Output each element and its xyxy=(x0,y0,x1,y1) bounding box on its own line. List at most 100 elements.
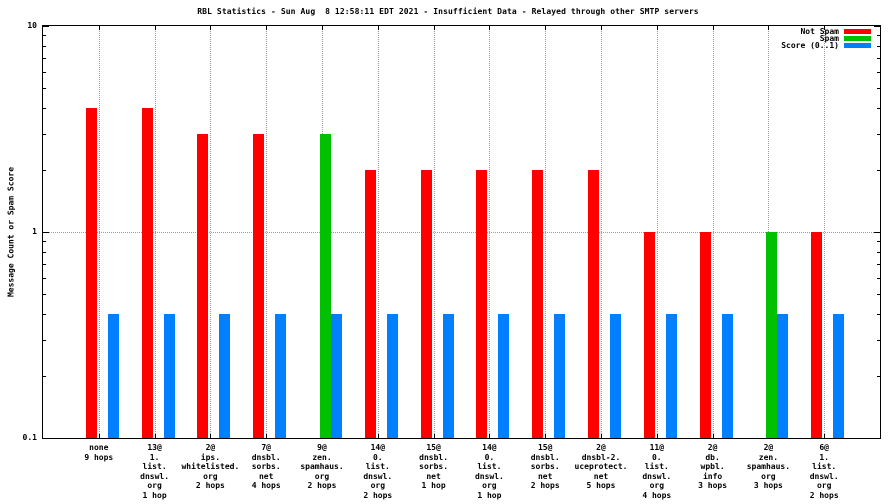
bar-spam xyxy=(320,133,331,438)
legend: Not Spam Spam Score (0..1) xyxy=(781,27,871,50)
y-minor-tick xyxy=(877,35,880,37)
y-minor-tick xyxy=(877,251,880,253)
bar-not-spam xyxy=(141,107,153,438)
legend-swatch-score-0-1 xyxy=(844,43,871,48)
x-tick-bottom xyxy=(266,434,268,438)
x-tick-bottom xyxy=(545,434,547,438)
y-minor-tick xyxy=(43,133,46,135)
bar-not-spam xyxy=(253,133,265,438)
legend-label: Not Spam xyxy=(800,27,839,36)
bar-not-spam xyxy=(197,133,209,438)
legend-swatch-spam xyxy=(844,36,871,41)
x-category-label: none 9 hops xyxy=(84,443,114,462)
x-category-label: 2@ dnsbl-2. uceprotect. net 5 hops xyxy=(574,443,628,490)
x-tick-top xyxy=(322,26,323,30)
legend-label: Score (0..1) xyxy=(781,41,839,50)
bar-not-spam xyxy=(420,169,432,438)
x-tick-top xyxy=(545,26,547,30)
x-tick-top xyxy=(656,26,658,30)
x-tick-top xyxy=(489,26,491,30)
y-minor-tick xyxy=(43,313,46,315)
bar-not-spam xyxy=(643,232,655,438)
bar-score-0-1 xyxy=(833,313,845,438)
bar-score-0-1 xyxy=(554,313,566,438)
y-minor-tick xyxy=(877,45,880,47)
legend-entry: Not Spam xyxy=(781,27,871,36)
bar-not-spam xyxy=(85,107,97,438)
plot-area xyxy=(42,25,881,439)
x-tick-bottom xyxy=(433,434,435,438)
y-minor-tick xyxy=(877,313,880,315)
y-minor-tick xyxy=(877,107,880,109)
x-category-label: 2@ db. wpbl. info 3 hops xyxy=(698,443,728,490)
y-minor-tick xyxy=(877,294,880,295)
x-category-label: 14@ 0. list. dnswl. org 1 hop xyxy=(474,443,504,500)
x-category-label: 14@ 0. list. dnswl. org 2 hops xyxy=(363,443,393,500)
y-minor-tick xyxy=(877,57,880,59)
x-tick-top xyxy=(154,26,156,30)
bar-not-spam xyxy=(699,232,711,438)
y-major-tick xyxy=(43,26,49,27)
bar-score-0-1 xyxy=(442,313,454,438)
bar-score-0-1 xyxy=(163,313,175,438)
y-minor-tick xyxy=(877,169,880,171)
bar-score-0-1 xyxy=(610,313,621,438)
y-major-tick xyxy=(874,438,880,439)
y-minor-tick xyxy=(43,35,46,37)
legend-label: Spam xyxy=(819,34,839,43)
y-minor-tick xyxy=(877,277,880,279)
x-tick-top xyxy=(433,26,435,30)
y-minor-tick xyxy=(43,339,46,341)
x-tick-bottom xyxy=(377,434,379,438)
y-tick-label: 10 xyxy=(27,21,37,30)
x-category-label: 9@ zen. spamhaus. org 2 hops xyxy=(300,443,344,490)
bar-not-spam xyxy=(532,169,544,438)
bar-score-0-1 xyxy=(331,313,342,438)
y-minor-tick xyxy=(43,277,46,279)
x-tick-top xyxy=(210,26,212,30)
legend-entry: Spam xyxy=(781,34,871,43)
y-minor-tick xyxy=(43,375,46,377)
y-major-tick xyxy=(874,232,880,233)
x-category-label: 2@ zen. spamhaus. org 3 hops xyxy=(746,443,791,490)
x-tick-bottom xyxy=(489,434,491,438)
y-minor-tick xyxy=(877,339,880,341)
y-minor-tick xyxy=(43,241,46,243)
x-category-label: 2@ ips. whitelisted. org 2 hops xyxy=(181,443,240,490)
x-tick-top xyxy=(712,26,714,30)
x-tick-top xyxy=(377,26,379,30)
bar-score-0-1 xyxy=(721,313,733,438)
x-category-label: 15@ dnsbl. sorbs. net 1 hop xyxy=(419,443,449,490)
y-minor-tick xyxy=(43,251,46,253)
chart-title: RBL Statistics - Sun Aug 8 12:58:11 EDT … xyxy=(197,7,699,16)
y-major-tick xyxy=(43,438,49,439)
y-minor-tick xyxy=(43,169,46,171)
x-category-label: 6@ 1. list. dnswl. org 2 hops xyxy=(809,443,839,500)
bar-score-0-1 xyxy=(498,313,510,438)
bar-score-0-1 xyxy=(386,313,398,438)
y-minor-tick xyxy=(43,45,46,47)
y-minor-tick xyxy=(877,263,880,265)
bar-score-0-1 xyxy=(777,313,789,438)
y-minor-tick xyxy=(877,375,880,377)
y-minor-tick xyxy=(43,88,46,89)
x-category-label: 11@ 0. list. dnswl. org 4 hops xyxy=(642,443,672,500)
y-minor-tick xyxy=(877,241,880,243)
y-gridline xyxy=(43,232,880,233)
x-tick-bottom xyxy=(210,434,212,438)
y-minor-tick xyxy=(877,133,880,135)
bar-not-spam xyxy=(364,169,376,438)
x-tick-top xyxy=(98,26,100,30)
bar-spam xyxy=(766,232,778,438)
x-category-label: 7@ dnsbl. sorbs. net 4 hops xyxy=(251,443,281,490)
y-major-tick xyxy=(874,26,880,27)
bar-not-spam xyxy=(588,169,599,438)
x-tick-bottom xyxy=(656,434,658,438)
x-tick-bottom xyxy=(98,434,100,438)
x-category-label: 13@ 1. list. dnswl. org 1 hop xyxy=(140,443,170,500)
y-minor-tick xyxy=(877,88,880,89)
x-tick-bottom xyxy=(601,434,602,438)
y-minor-tick xyxy=(43,57,46,59)
bar-not-spam xyxy=(476,169,488,438)
